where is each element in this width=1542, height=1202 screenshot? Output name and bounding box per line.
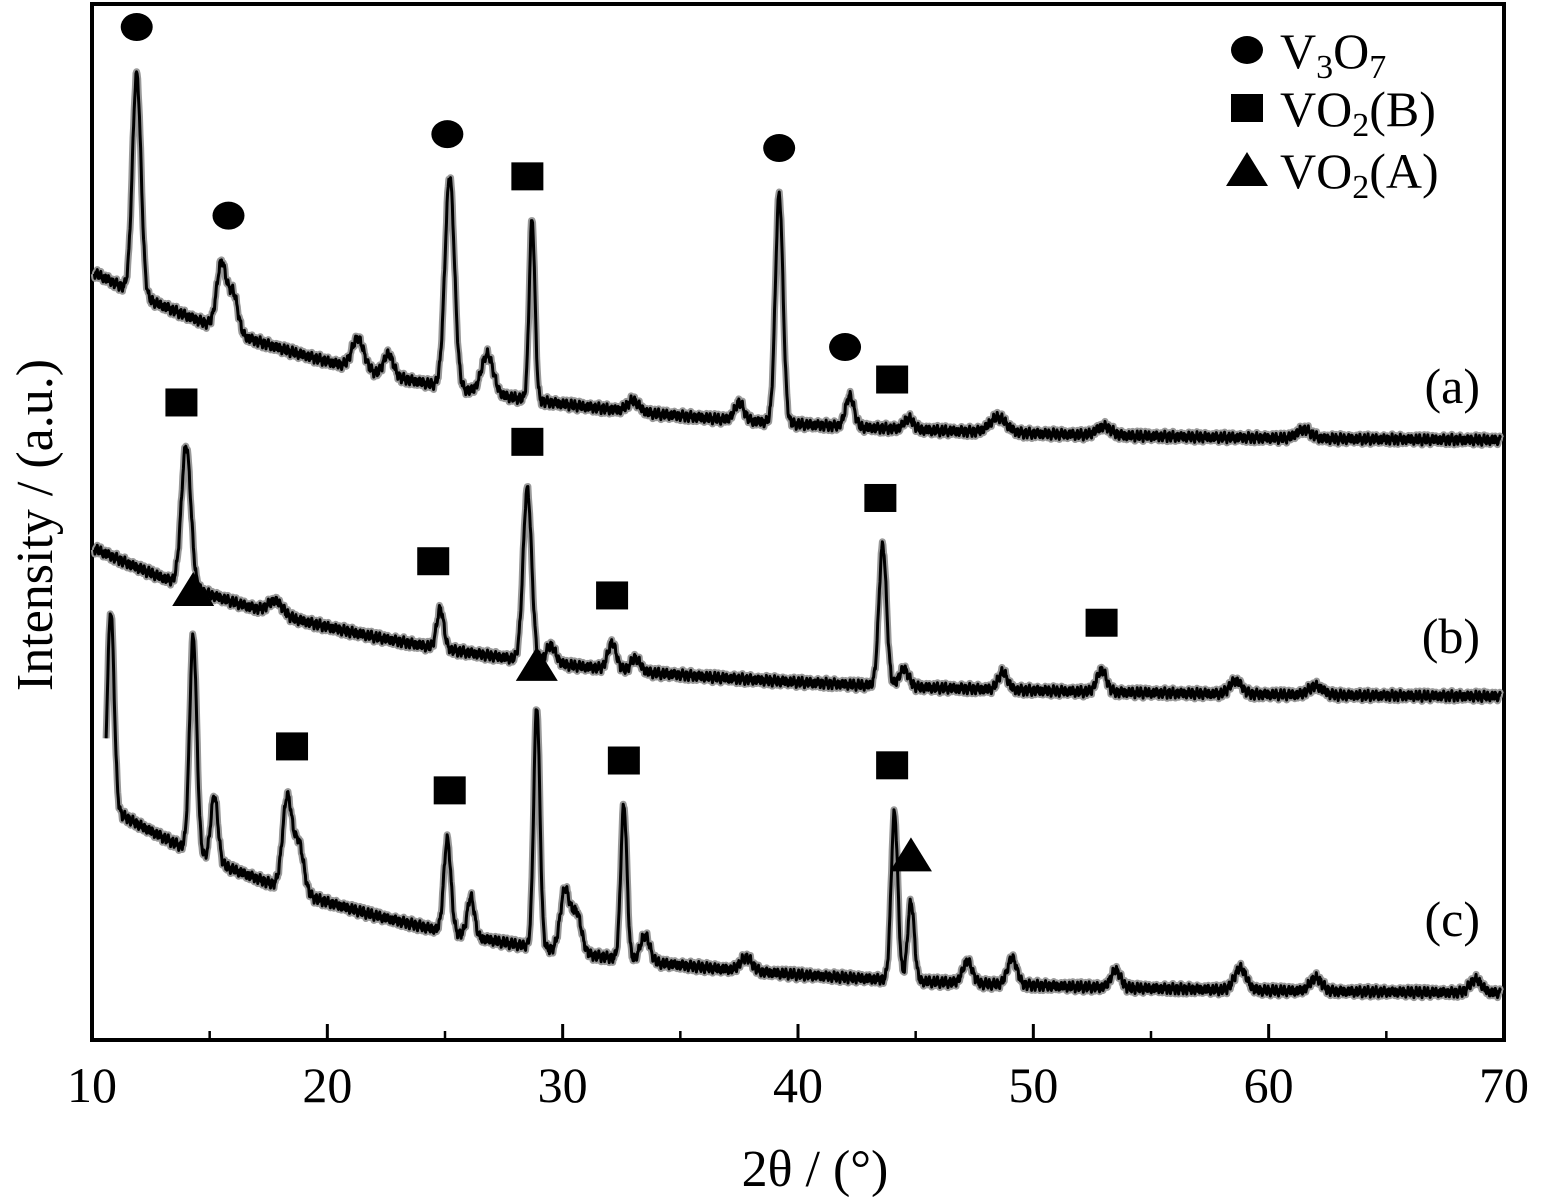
square-marker [417, 547, 450, 576]
square-marker [1231, 94, 1263, 122]
series-label: (c) [1425, 891, 1481, 947]
triangle-marker [515, 646, 558, 681]
square-marker [864, 483, 897, 512]
x-axis-ticks [90, 1024, 1506, 1040]
series-label: (b) [1422, 608, 1480, 664]
series-curves [90, 68, 1504, 1002]
square-marker [433, 776, 466, 805]
square-marker [1085, 608, 1118, 637]
square-marker [876, 751, 909, 780]
x-tick-label: 70 [1479, 1057, 1529, 1113]
series-curve [104, 612, 1502, 1000]
x-tick-label: 10 [67, 1057, 117, 1113]
circle-marker [763, 134, 796, 163]
circle-marker [1231, 36, 1263, 64]
circle-marker [212, 201, 245, 230]
square-marker [596, 581, 629, 610]
circle-marker [431, 120, 464, 149]
series-label: (a) [1425, 358, 1481, 414]
series-curve [92, 70, 1502, 447]
series-curve-halo [102, 610, 1504, 1002]
square-marker [276, 732, 309, 761]
legend-label: VO2(A) [1280, 143, 1439, 206]
x-tick-label: 20 [302, 1057, 352, 1113]
series-curve [92, 444, 1502, 704]
x-tick-label: 60 [1244, 1057, 1294, 1113]
x-tick-label: 30 [538, 1057, 588, 1113]
x-axis-title: 2θ / (°) [742, 1141, 889, 1198]
square-marker [511, 162, 544, 191]
y-axis-title: Intensity / (a.u.) [7, 359, 64, 691]
x-axis-tick-labels: 10 20 30 40 50 60 70 [67, 1057, 1529, 1113]
square-marker [876, 365, 909, 394]
series-curve-halo [90, 442, 1504, 706]
square-marker [511, 427, 544, 456]
triangle-marker [889, 837, 932, 872]
series-labels: (a) (b) (c) [1422, 358, 1480, 947]
legend-label: V3O7 [1280, 23, 1386, 86]
circle-marker [120, 13, 153, 42]
square-marker [607, 746, 640, 775]
circle-marker [829, 333, 862, 362]
triangle-marker [172, 571, 215, 606]
triangle-marker [1226, 152, 1268, 186]
phase-markers [120, 13, 1118, 872]
x-tick-label: 50 [1008, 1057, 1058, 1113]
legend-label: VO2(B) [1280, 81, 1436, 144]
x-tick-label: 40 [773, 1057, 823, 1113]
square-marker [165, 388, 198, 417]
